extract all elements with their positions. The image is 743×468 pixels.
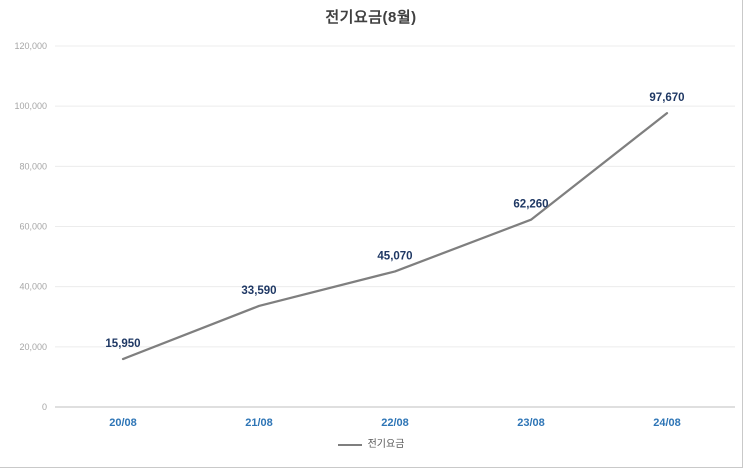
line-plot-area: 0 20,000 40,000 60,000 80,000 100,000 120,000 2… [14,41,735,429]
x-axis-category-label: 24/08 [653,417,681,429]
chart-title: 전기요금(8월) [325,9,417,26]
data-label: 97,670 [649,92,684,104]
y-axis-tick-label: 40,000 [19,282,47,292]
data-label: 33,590 [241,285,276,297]
data-label: 15,950 [105,338,140,350]
series-line [121,112,669,361]
y-axis-tick-label: 120,000 [14,41,47,51]
y-axis-tick-label: 80,000 [19,161,47,171]
legend-series-label: 전기요금 [367,439,405,450]
y-axis-tick-label: 20,000 [19,342,47,352]
legend: 전기요금 [0,432,742,467]
x-axis-category-label: 22/08 [381,417,409,429]
x-axis-category-label: 21/08 [245,417,273,429]
x-axis-category-label: 23/08 [517,417,545,429]
y-axis-tick-label: 100,000 [14,101,47,111]
data-label: 62,260 [513,199,548,211]
legend-line-marker [337,444,362,446]
y-axis-tick-label: 60,000 [19,222,47,232]
data-label: 45,070 [377,250,412,262]
y-axis-tick-label: 0 [42,402,47,412]
x-axis-category-label: 20/08 [109,417,137,429]
